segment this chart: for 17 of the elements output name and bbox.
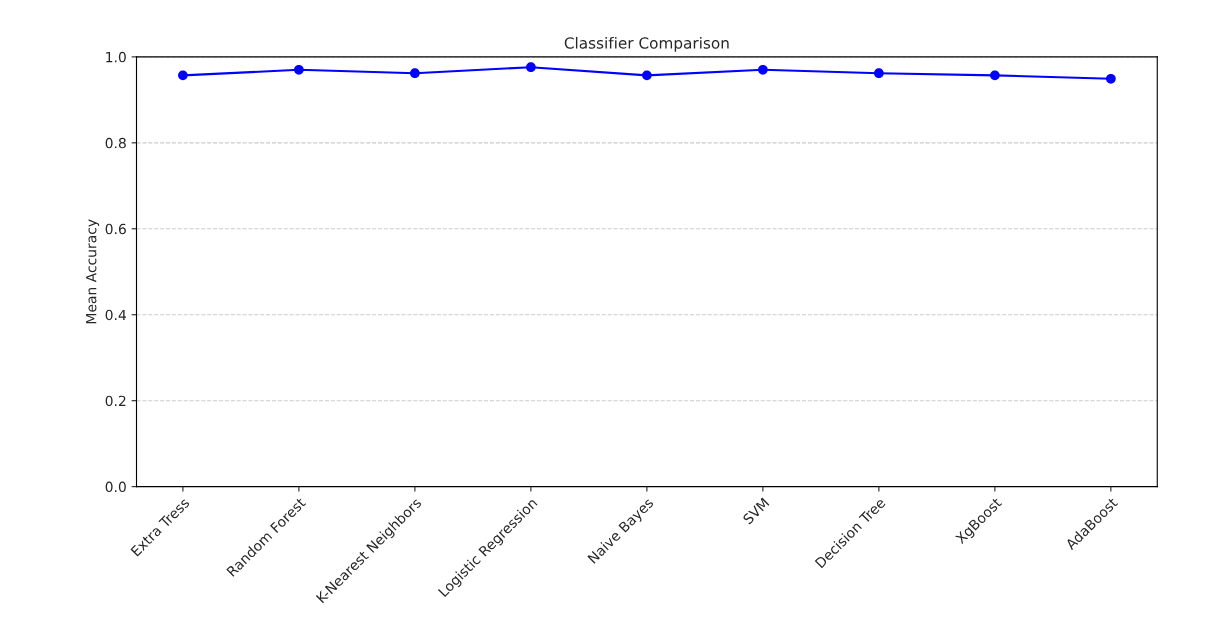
point	[1106, 73, 1116, 84]
point	[178, 70, 188, 81]
y-axis-title: Mean Accuracy	[86, 219, 100, 324]
chart-title: Classifier Comparison	[564, 36, 729, 52]
y-tick-label: 0.6	[105, 223, 126, 235]
y-tick-label: 0.4	[105, 309, 126, 321]
y-tick-label: 0.2	[105, 395, 126, 407]
point	[758, 64, 768, 75]
y-tick-label: 0.0	[105, 481, 126, 493]
point	[526, 62, 536, 73]
point	[294, 64, 304, 75]
point	[642, 70, 652, 81]
point	[874, 68, 884, 79]
point	[990, 70, 1000, 81]
point	[410, 68, 420, 79]
y-tick-label: 0.8	[105, 137, 126, 149]
y-tick-label: 1.0	[106, 51, 126, 63]
